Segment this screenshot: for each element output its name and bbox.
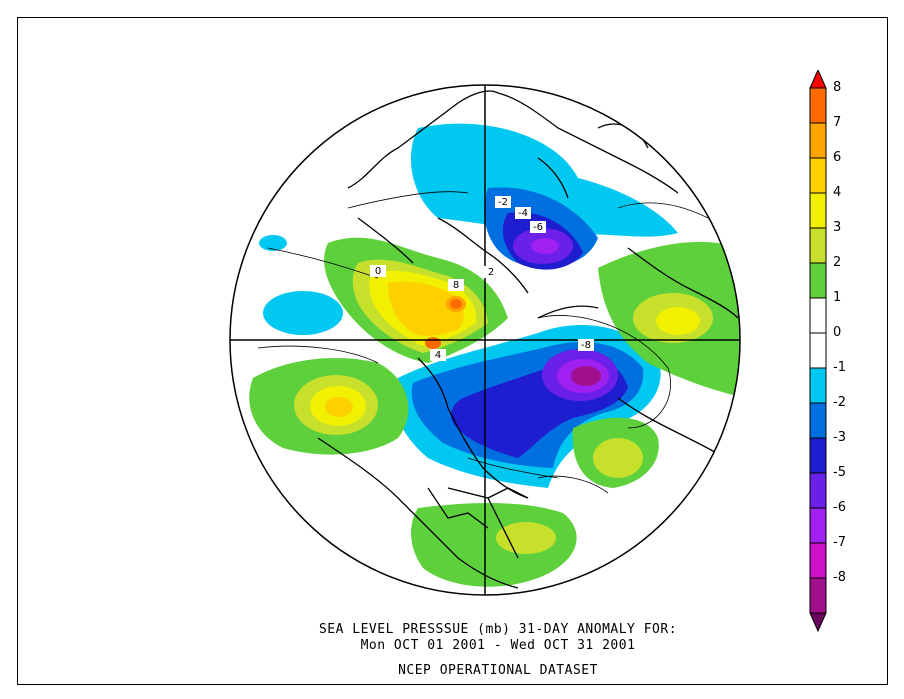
- negative-anomaly-area: [410, 123, 678, 238]
- legend-swatch: [809, 612, 827, 633]
- legend-swatch: [809, 577, 827, 614]
- figure-frame: 8 -6 -8 -4 -2 2 0 4 8 7 6 4 3 2 1 0 -1 -2 -3 -5 -6 -7 -8 SEA …: [17, 17, 888, 685]
- legend-tick-label: -7: [833, 535, 846, 550]
- legend-swatch: [809, 472, 827, 509]
- legend-swatch: [809, 507, 827, 544]
- legend-tick-label: 7: [833, 115, 842, 130]
- legend-swatch: [809, 402, 827, 439]
- polar-anomaly-map: 8 -6 -8 -4 -2 2 0 4: [229, 84, 741, 596]
- legend-tick-label: 1: [833, 290, 842, 305]
- legend-swatch: [809, 297, 827, 334]
- legend-tick-label: 3: [833, 220, 842, 235]
- positive-anomaly-area: [656, 307, 700, 335]
- caption-dataset: NCEP OPERATIONAL DATASET: [398, 663, 598, 678]
- legend-tick-label: 0: [833, 325, 842, 340]
- legend-swatch: [809, 70, 827, 89]
- caption-title: SEA LEVEL PRESSSUE (mb) 31-DAY ANOMALY F…: [318, 622, 678, 637]
- legend-tick-label: -6: [833, 500, 846, 515]
- legend-swatch: [809, 262, 827, 299]
- legend-swatch: [809, 367, 827, 404]
- legend-tick-label: 8: [833, 80, 842, 95]
- legend-swatch: [809, 542, 827, 579]
- contour-labels: 8 -6 -8 -4 -2 2 0 4: [370, 196, 594, 361]
- negative-anomaly-area: [259, 235, 287, 251]
- legend-tick-label: -3: [833, 430, 846, 445]
- positive-anomaly-area: [425, 337, 441, 349]
- positive-anomaly-area: [496, 522, 556, 554]
- positive-anomaly-area: [388, 281, 464, 336]
- legend-tick-label: 4: [833, 185, 842, 200]
- contour-label: 2: [488, 267, 494, 278]
- legend-swatch: [809, 332, 827, 369]
- legend-swatch: [809, 157, 827, 194]
- hemisphere-boundary: [229, 84, 741, 596]
- legend-tick-label: 2: [833, 255, 842, 270]
- legend-swatch: [809, 227, 827, 264]
- legend-swatch: [809, 192, 827, 229]
- contour-label-bg: [530, 221, 546, 233]
- caption-date-range: Mon OCT 01 2001 - Wed OCT 31 2001: [360, 638, 636, 653]
- contour-label-bg: [430, 349, 446, 361]
- contour-label: 4: [435, 350, 441, 361]
- contour-label: -2: [498, 197, 508, 208]
- legend-tick-label: -8: [833, 570, 846, 585]
- positive-anomaly-area: [593, 438, 643, 478]
- negative-anomaly-area: [263, 291, 343, 335]
- legend-tick-label: -2: [833, 395, 846, 410]
- contour-label: 0: [375, 266, 381, 277]
- legend-swatch: [809, 122, 827, 159]
- contour-label-bg: [495, 196, 511, 208]
- contour-label-bg: [515, 207, 531, 219]
- legend-swatch: [809, 87, 827, 124]
- legend-tick-label: -5: [833, 465, 846, 480]
- negative-anomaly-area: [571, 366, 601, 386]
- anomaly-field: [230, 85, 740, 595]
- contour-label: 8: [453, 280, 459, 291]
- contour-label-bg: [370, 265, 386, 277]
- color-legend: [809, 70, 827, 633]
- legend-tick-label: -1: [833, 360, 846, 375]
- legend-tick-label: 6: [833, 150, 842, 165]
- contour-label: -8: [581, 340, 591, 351]
- contour-label: -6: [533, 222, 543, 233]
- legend-swatch: [809, 437, 827, 474]
- contour-label-bg: [483, 266, 499, 278]
- contour-label-bg: [578, 339, 594, 351]
- contour-lines: [257, 191, 709, 494]
- negative-anomaly-area: [531, 238, 559, 254]
- positive-anomaly-area: [325, 397, 353, 417]
- contour-label-bg: [448, 279, 464, 291]
- contour-label: -4: [518, 208, 528, 219]
- positive-anomaly-area: [450, 299, 462, 309]
